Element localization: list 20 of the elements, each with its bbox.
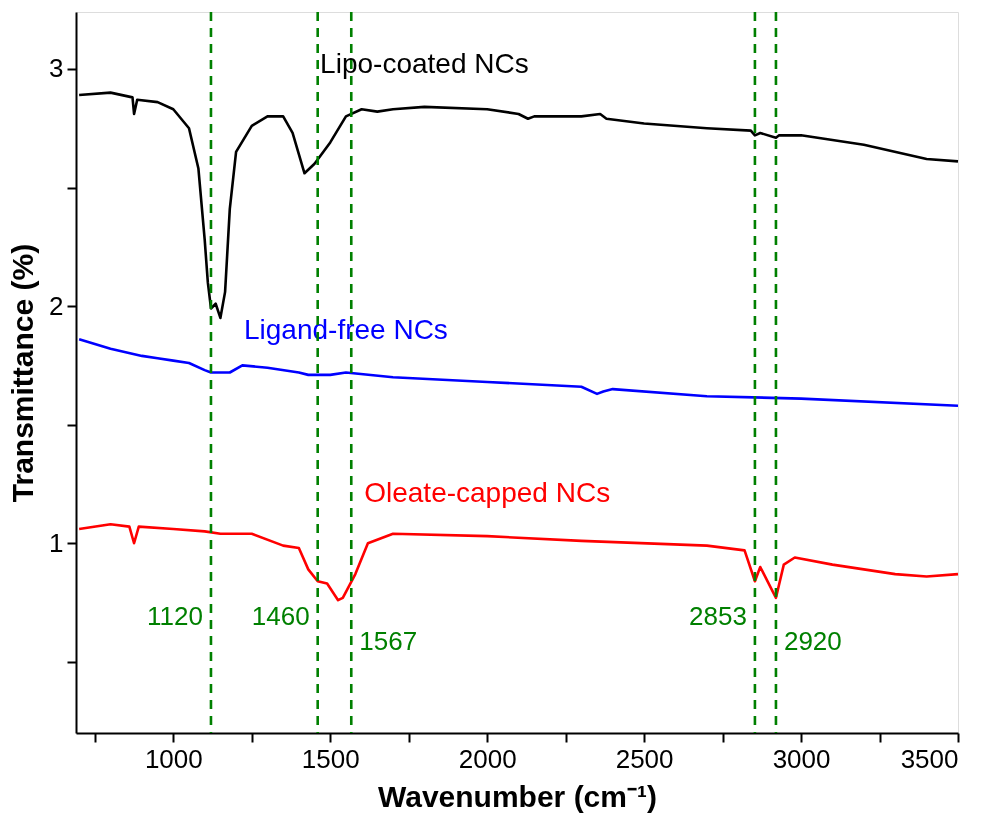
ref-line-label: 2853 [689,601,747,631]
ref-line-label: 1460 [251,601,310,631]
y-axis-title: Transmittance (%) [6,243,40,503]
series-label: Oleate-capped NCs [364,477,611,509]
x-tick-label: 3000 [772,743,831,774]
x-axis-title: Wavenumber (cm⁻¹) [378,779,657,813]
x-tick-label: 2500 [615,743,674,774]
line-series [77,522,960,602]
series-label: Ligand-free NCs [244,313,448,345]
x-tick-label: 1500 [301,743,360,774]
x-tick-label: 3500 [900,743,959,774]
y-tick-label: 2 [49,290,64,321]
ref-line-label: 1567 [359,626,418,656]
y-tick-label: 1 [49,527,64,558]
y-tick-label: 3 [49,53,64,84]
series-label: Lipo-coated NCs [320,47,529,79]
ref-line-label: 2920 [783,626,842,656]
ref-line-label: 1120 [147,601,203,631]
x-tick-label: 2000 [458,743,517,774]
x-tick-label: 1000 [144,743,203,774]
